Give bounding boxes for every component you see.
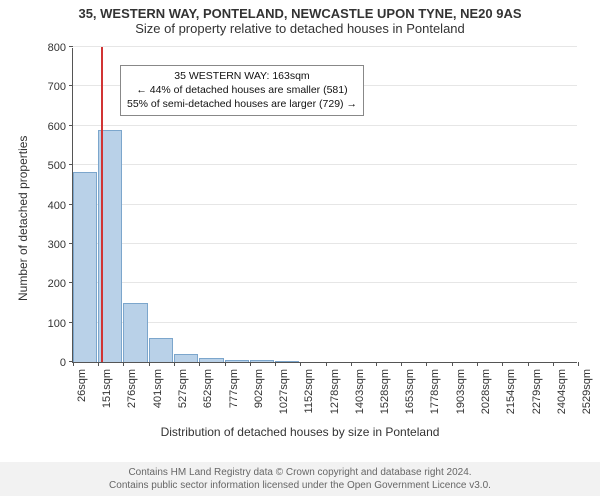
xtick-mark xyxy=(98,362,99,366)
ytick-mark xyxy=(69,125,73,126)
title-block: 35, WESTERN WAY, PONTELAND, NEWCASTLE UP… xyxy=(0,0,600,36)
ytick-label: 200 xyxy=(30,278,66,290)
histogram-bar xyxy=(149,338,173,362)
xtick-mark xyxy=(250,362,251,366)
ytick-mark xyxy=(69,46,73,47)
histogram-bar xyxy=(123,303,147,362)
chart-title: 35, WESTERN WAY, PONTELAND, NEWCASTLE UP… xyxy=(0,6,600,21)
xtick-mark xyxy=(73,362,74,366)
gridline xyxy=(73,322,577,323)
xtick-mark xyxy=(174,362,175,366)
ytick-label: 100 xyxy=(30,318,66,330)
ytick-label: 800 xyxy=(30,42,66,54)
property-size-histogram: 35, WESTERN WAY, PONTELAND, NEWCASTLE UP… xyxy=(0,0,600,500)
chart-subtitle: Size of property relative to detached ho… xyxy=(0,21,600,36)
ytick-label: 400 xyxy=(30,200,66,212)
gridline xyxy=(73,46,577,47)
ytick-mark xyxy=(69,164,73,165)
gridline xyxy=(73,282,577,283)
xtick-label: 1403sqm xyxy=(354,369,366,414)
x-axis-label: Distribution of detached houses by size … xyxy=(0,425,600,439)
xtick-mark xyxy=(528,362,529,366)
histogram-bar xyxy=(250,360,274,362)
y-axis-label: Number of detached properties xyxy=(16,135,30,300)
histogram-bar xyxy=(174,354,198,362)
xtick-mark xyxy=(199,362,200,366)
ytick-label: 700 xyxy=(30,81,66,93)
xtick-label: 652sqm xyxy=(202,369,214,408)
xtick-mark xyxy=(502,362,503,366)
ytick-mark xyxy=(69,85,73,86)
xtick-label: 527sqm xyxy=(177,369,189,408)
histogram-bar xyxy=(73,172,97,362)
gridline xyxy=(73,164,577,165)
xtick-mark xyxy=(300,362,301,366)
footer-line: Contains public sector information licen… xyxy=(6,479,594,492)
xtick-mark xyxy=(275,362,276,366)
histogram-bar xyxy=(199,358,223,362)
gridline xyxy=(73,243,577,244)
xtick-mark xyxy=(351,362,352,366)
xtick-label: 1278sqm xyxy=(329,369,341,414)
gridline xyxy=(73,125,577,126)
xtick-label: 2028sqm xyxy=(480,369,492,414)
xtick-label: 1903sqm xyxy=(455,369,467,414)
xtick-label: 401sqm xyxy=(152,369,164,408)
annotation-line: 35 WESTERN WAY: 163sqm xyxy=(127,69,357,83)
xtick-mark xyxy=(452,362,453,366)
xtick-label: 1152sqm xyxy=(303,369,315,413)
xtick-label: 1778sqm xyxy=(429,369,441,414)
ytick-label: 0 xyxy=(30,357,66,369)
xtick-label: 1653sqm xyxy=(404,369,416,414)
xtick-label: 2154sqm xyxy=(505,369,517,414)
xtick-mark xyxy=(553,362,554,366)
xtick-label: 1027sqm xyxy=(278,369,290,414)
annotation-line: ← 44% of detached houses are smaller (58… xyxy=(127,83,357,97)
histogram-bar xyxy=(225,360,249,362)
xtick-mark xyxy=(225,362,226,366)
xtick-label: 2279sqm xyxy=(531,369,543,414)
xtick-mark xyxy=(477,362,478,366)
xtick-label: 777sqm xyxy=(228,369,240,408)
xtick-label: 2529sqm xyxy=(581,369,593,414)
gridline xyxy=(73,204,577,205)
xtick-mark xyxy=(123,362,124,366)
xtick-mark xyxy=(326,362,327,366)
xtick-mark xyxy=(426,362,427,366)
reference-annotation: 35 WESTERN WAY: 163sqm ← 44% of detached… xyxy=(120,65,364,116)
attribution-footer: Contains HM Land Registry data © Crown c… xyxy=(0,462,600,496)
xtick-label: 276sqm xyxy=(126,369,138,408)
xtick-label: 26sqm xyxy=(76,369,88,402)
xtick-mark xyxy=(149,362,150,366)
xtick-label: 2404sqm xyxy=(556,369,568,414)
xtick-label: 1528sqm xyxy=(379,369,391,414)
xtick-label: 902sqm xyxy=(253,369,265,408)
footer-line: Contains HM Land Registry data © Crown c… xyxy=(6,466,594,479)
annotation-line: 55% of semi-detached houses are larger (… xyxy=(127,97,357,111)
xtick-mark xyxy=(401,362,402,366)
histogram-bar xyxy=(275,361,299,362)
ytick-label: 500 xyxy=(30,160,66,172)
ytick-label: 300 xyxy=(30,239,66,251)
xtick-mark xyxy=(376,362,377,366)
reference-line xyxy=(101,47,103,362)
xtick-label: 151sqm xyxy=(101,369,113,408)
ytick-label: 600 xyxy=(30,121,66,133)
xtick-mark xyxy=(578,362,579,366)
